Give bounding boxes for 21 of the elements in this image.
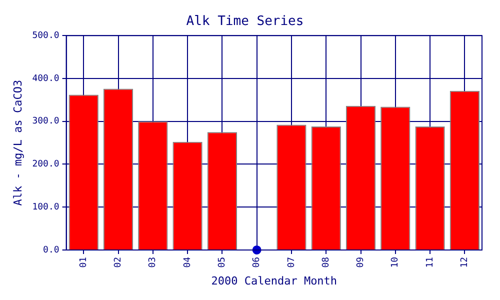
x-tick-label: 06 [252,256,262,268]
y-tick-label: 100.0 [32,202,60,212]
x-tick-label: 12 [460,256,470,268]
x-tick-label: 09 [356,256,366,268]
y-tick-label: 500.0 [32,30,60,41]
x-tick-label: 04 [182,256,193,268]
x-tick-label: 08 [321,256,332,268]
x-tick-label: 10 [390,256,401,268]
x-tick-label: 05 [218,256,228,268]
x-tick-label: 07 [286,256,297,268]
x-tick-label: 01 [78,256,89,268]
y-tick-label: 400.0 [32,74,60,84]
y-tick-label: 300.0 [32,116,60,127]
y-tick-label: 200.0 [32,160,60,170]
chart-title: Alk Time Series [186,14,304,30]
x-tick-label: 02 [114,256,124,268]
y-axis-title: Alk - mg/L as CaCO3 [11,80,24,206]
x-tick-label: 11 [425,256,436,268]
y-tick-label: 0.0 [43,245,60,256]
x-tick-label: 03 [148,256,158,268]
x-axis-title: 2000 Calendar Month [211,274,338,288]
